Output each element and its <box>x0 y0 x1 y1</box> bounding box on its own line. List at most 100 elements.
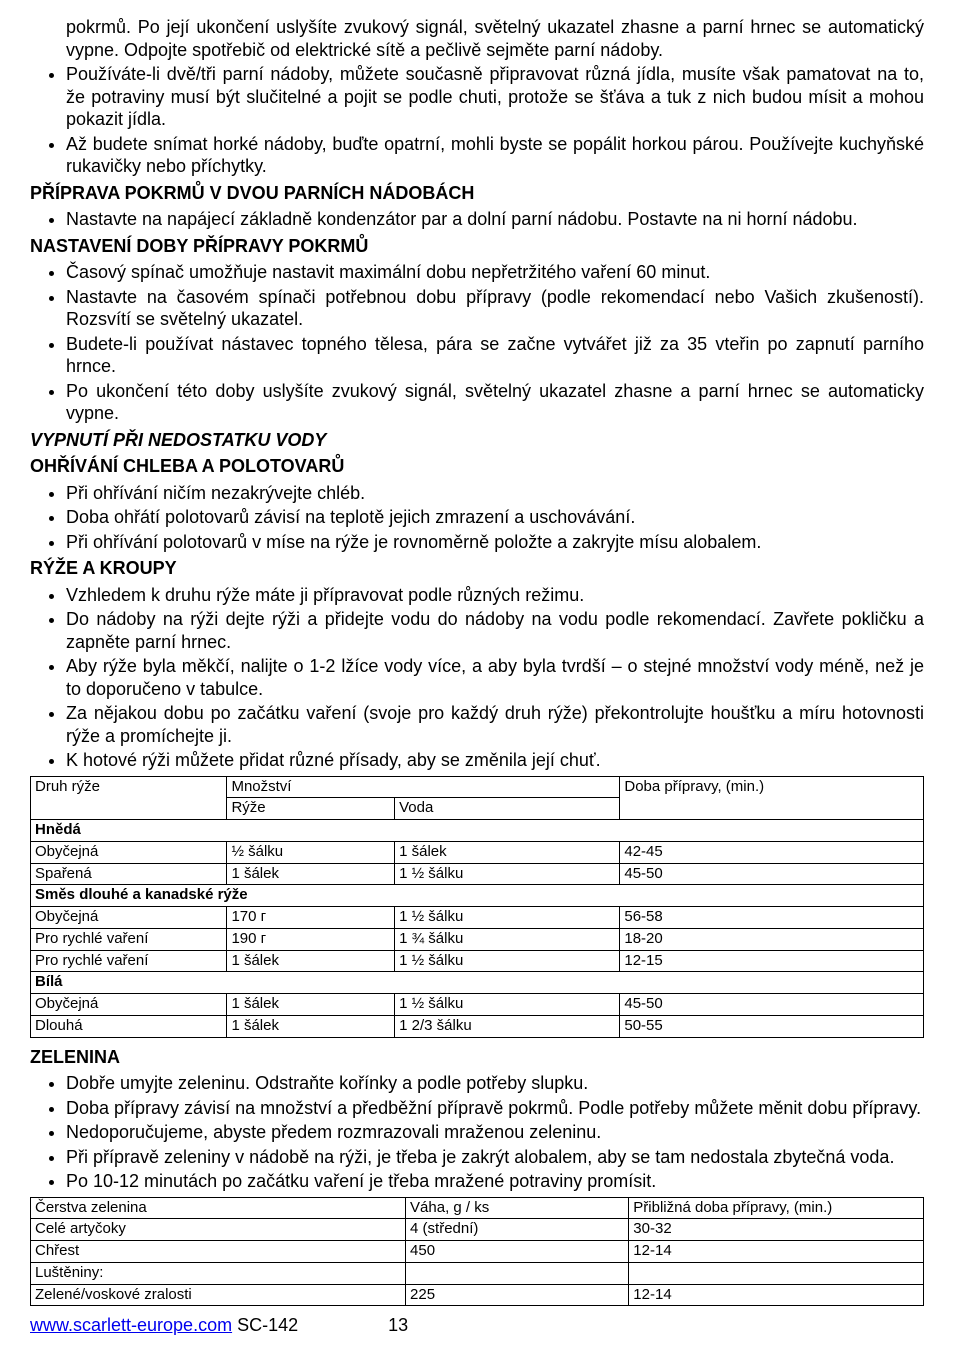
table-row: Dlouhá 1 šálek 1 2/3 šálku 50-55 <box>31 1015 924 1037</box>
td: Obyčejná <box>31 841 227 863</box>
td: 1 2/3 šálku <box>395 1015 620 1037</box>
table-header-row: Čerstva zelenina Váha, g / ks Přibližná … <box>31 1197 924 1219</box>
td: 12-14 <box>629 1284 924 1306</box>
table-header-row: Druh rýže Množství Doba přípravy, (min.) <box>31 776 924 798</box>
td: Obyčejná <box>31 907 227 929</box>
td: Luštěniny: <box>31 1262 406 1284</box>
table-row: Pro rychlé vaření 190 г 1 ¾ šálku 18-20 <box>31 928 924 950</box>
table-section-row: Směs dlouhé a kanadské rýže <box>31 885 924 907</box>
list-item: Vzhledem k druhu rýže máte ji přípravova… <box>66 584 924 607</box>
footer-link[interactable]: www.scarlett-europe.com <box>30 1315 232 1335</box>
heading-ohrivani: OHŘÍVÁNÍ CHLEBA A POLOTOVARŮ <box>30 455 924 478</box>
td: 1 šálek <box>227 950 395 972</box>
list-item: Doba ohřátí polotovarů závisí na teplotě… <box>66 506 924 529</box>
td: 42-45 <box>620 841 924 863</box>
th-ryze: Rýže <box>227 798 395 820</box>
footer-model: SC-142 <box>232 1315 298 1335</box>
table-row: Obyčejná ½ šálku 1 šálek 42-45 <box>31 841 924 863</box>
th-mnozstvi: Množství <box>227 776 620 798</box>
list-item: Nastavte na napájecí základně kondenzáto… <box>66 208 924 231</box>
list-item: Nedoporučujeme, abyste předem rozmrazova… <box>66 1121 924 1144</box>
td: 1 šálek <box>227 863 395 885</box>
list-item: Budete-li používat nástavec topného těle… <box>66 333 924 378</box>
td: 1 šálek <box>227 1015 395 1037</box>
list-item: Aby rýže byla měkčí, nalijte o 1-2 lžíce… <box>66 655 924 700</box>
td: 30-32 <box>629 1219 924 1241</box>
td: ½ šálku <box>227 841 395 863</box>
list-item: Do nádoby na rýži dejte rýži a přidejte … <box>66 608 924 653</box>
intro-bullets: Používáte-li dvě/tři parní nádoby, můžet… <box>30 63 924 178</box>
list-item: K hotové rýži můžete přidat různé přísad… <box>66 749 924 772</box>
sec4-list: Při ohřívání ničím nezakrývejte chléb. D… <box>30 482 924 554</box>
heading-nastaveni: NASTAVENÍ DOBY PŘÍPRAVY POKRMŮ <box>30 235 924 258</box>
heading-ryze: RÝŽE A KROUPY <box>30 557 924 580</box>
td: 1 ¾ šálku <box>395 928 620 950</box>
td: Obyčejná <box>31 994 227 1016</box>
table-row: Obyčejná 1 šálek 1 ½ šálku 45-50 <box>31 994 924 1016</box>
th-doba: Přibližná doba přípravy, (min.) <box>629 1197 924 1219</box>
table-section-row: Hnědá <box>31 820 924 842</box>
td: Chřest <box>31 1241 406 1263</box>
table-section-row: Bílá <box>31 972 924 994</box>
td: 18-20 <box>620 928 924 950</box>
td: 450 <box>406 1241 629 1263</box>
list-item: Až budete snímat horké nádoby, buďte opa… <box>66 133 924 178</box>
td-bila: Bílá <box>31 972 924 994</box>
table-row: Celé artyčoky 4 (střední) 30-32 <box>31 1219 924 1241</box>
th-vaha: Váha, g / ks <box>406 1197 629 1219</box>
list-item: Časový spínač umožňuje nastavit maximáln… <box>66 261 924 284</box>
table-row: Chřest 450 12-14 <box>31 1241 924 1263</box>
td: Pro rychlé vaření <box>31 928 227 950</box>
td: 1 šálek <box>395 841 620 863</box>
sec6-list: Dobře umyjte zeleninu. Odstraňte kořínky… <box>30 1072 924 1193</box>
td-hneda: Hnědá <box>31 820 924 842</box>
td: 1 ½ šálku <box>395 950 620 972</box>
rice-table: Druh rýže Množství Doba přípravy, (min.)… <box>30 776 924 1038</box>
list-item: Po ukončení této doby uslyšíte zvukový s… <box>66 380 924 425</box>
td: 12-15 <box>620 950 924 972</box>
td: 1 šálek <box>227 994 395 1016</box>
list-item: Při ohřívání polotovarů v míse na rýže j… <box>66 531 924 554</box>
td: 56-58 <box>620 907 924 929</box>
list-item: Po 10-12 minutách po začátku vaření je t… <box>66 1170 924 1193</box>
heading-priprava: PŘÍPRAVA POKRMŮ V DVOU PARNÍCH NÁDOBÁCH <box>30 182 924 205</box>
heading-vypnuti: VYPNUTÍ PŘI NEDOSTATKU VODY <box>30 429 924 452</box>
veg-table: Čerstva zelenina Váha, g / ks Přibližná … <box>30 1197 924 1307</box>
table-row: Pro rychlé vaření 1 šálek 1 ½ šálku 12-1… <box>31 950 924 972</box>
page-number: 13 <box>388 1315 408 1335</box>
table-row: Obyčejná 170 г 1 ½ šálku 56-58 <box>31 907 924 929</box>
td: Dlouhá <box>31 1015 227 1037</box>
list-item: Za nějakou dobu po začátku vaření (svoje… <box>66 702 924 747</box>
td: 190 г <box>227 928 395 950</box>
td: 45-50 <box>620 863 924 885</box>
td: 1 ½ šálku <box>395 907 620 929</box>
td-smes: Směs dlouhé a kanadské rýže <box>31 885 924 907</box>
list-item: Dobře umyjte zeleninu. Odstraňte kořínky… <box>66 1072 924 1095</box>
sec5-list: Vzhledem k druhu rýže máte ji přípravova… <box>30 584 924 772</box>
td <box>406 1262 629 1284</box>
td: Celé artyčoky <box>31 1219 406 1241</box>
th-druh: Druh rýže <box>31 776 227 820</box>
td: 12-14 <box>629 1241 924 1263</box>
sec1-list: Nastavte na napájecí základně kondenzáto… <box>30 208 924 231</box>
list-item: Nastavte na časovém spínači potřebnou do… <box>66 286 924 331</box>
td <box>629 1262 924 1284</box>
td: Spařená <box>31 863 227 885</box>
th-voda: Voda <box>395 798 620 820</box>
td: 50-55 <box>620 1015 924 1037</box>
td: 1 ½ šálku <box>395 863 620 885</box>
td: 4 (střední) <box>406 1219 629 1241</box>
td: 170 г <box>227 907 395 929</box>
td: 45-50 <box>620 994 924 1016</box>
intro-p1: pokrmů. Po její ukončení uslyšíte zvukov… <box>30 16 924 61</box>
sec2-list: Časový spínač umožňuje nastavit maximáln… <box>30 261 924 425</box>
th-doba: Doba přípravy, (min.) <box>620 776 924 820</box>
th-zelenina: Čerstva zelenina <box>31 1197 406 1219</box>
table-row: Spařená 1 šálek 1 ½ šálku 45-50 <box>31 863 924 885</box>
list-item: Používáte-li dvě/tři parní nádoby, můžet… <box>66 63 924 131</box>
td: 1 ½ šálku <box>395 994 620 1016</box>
td: Zelené/voskové zralosti <box>31 1284 406 1306</box>
page-footer: www.scarlett-europe.com SC-142 13 <box>30 1314 924 1337</box>
td: Pro rychlé vaření <box>31 950 227 972</box>
list-item: Doba přípravy závisí na množství a předb… <box>66 1097 924 1120</box>
